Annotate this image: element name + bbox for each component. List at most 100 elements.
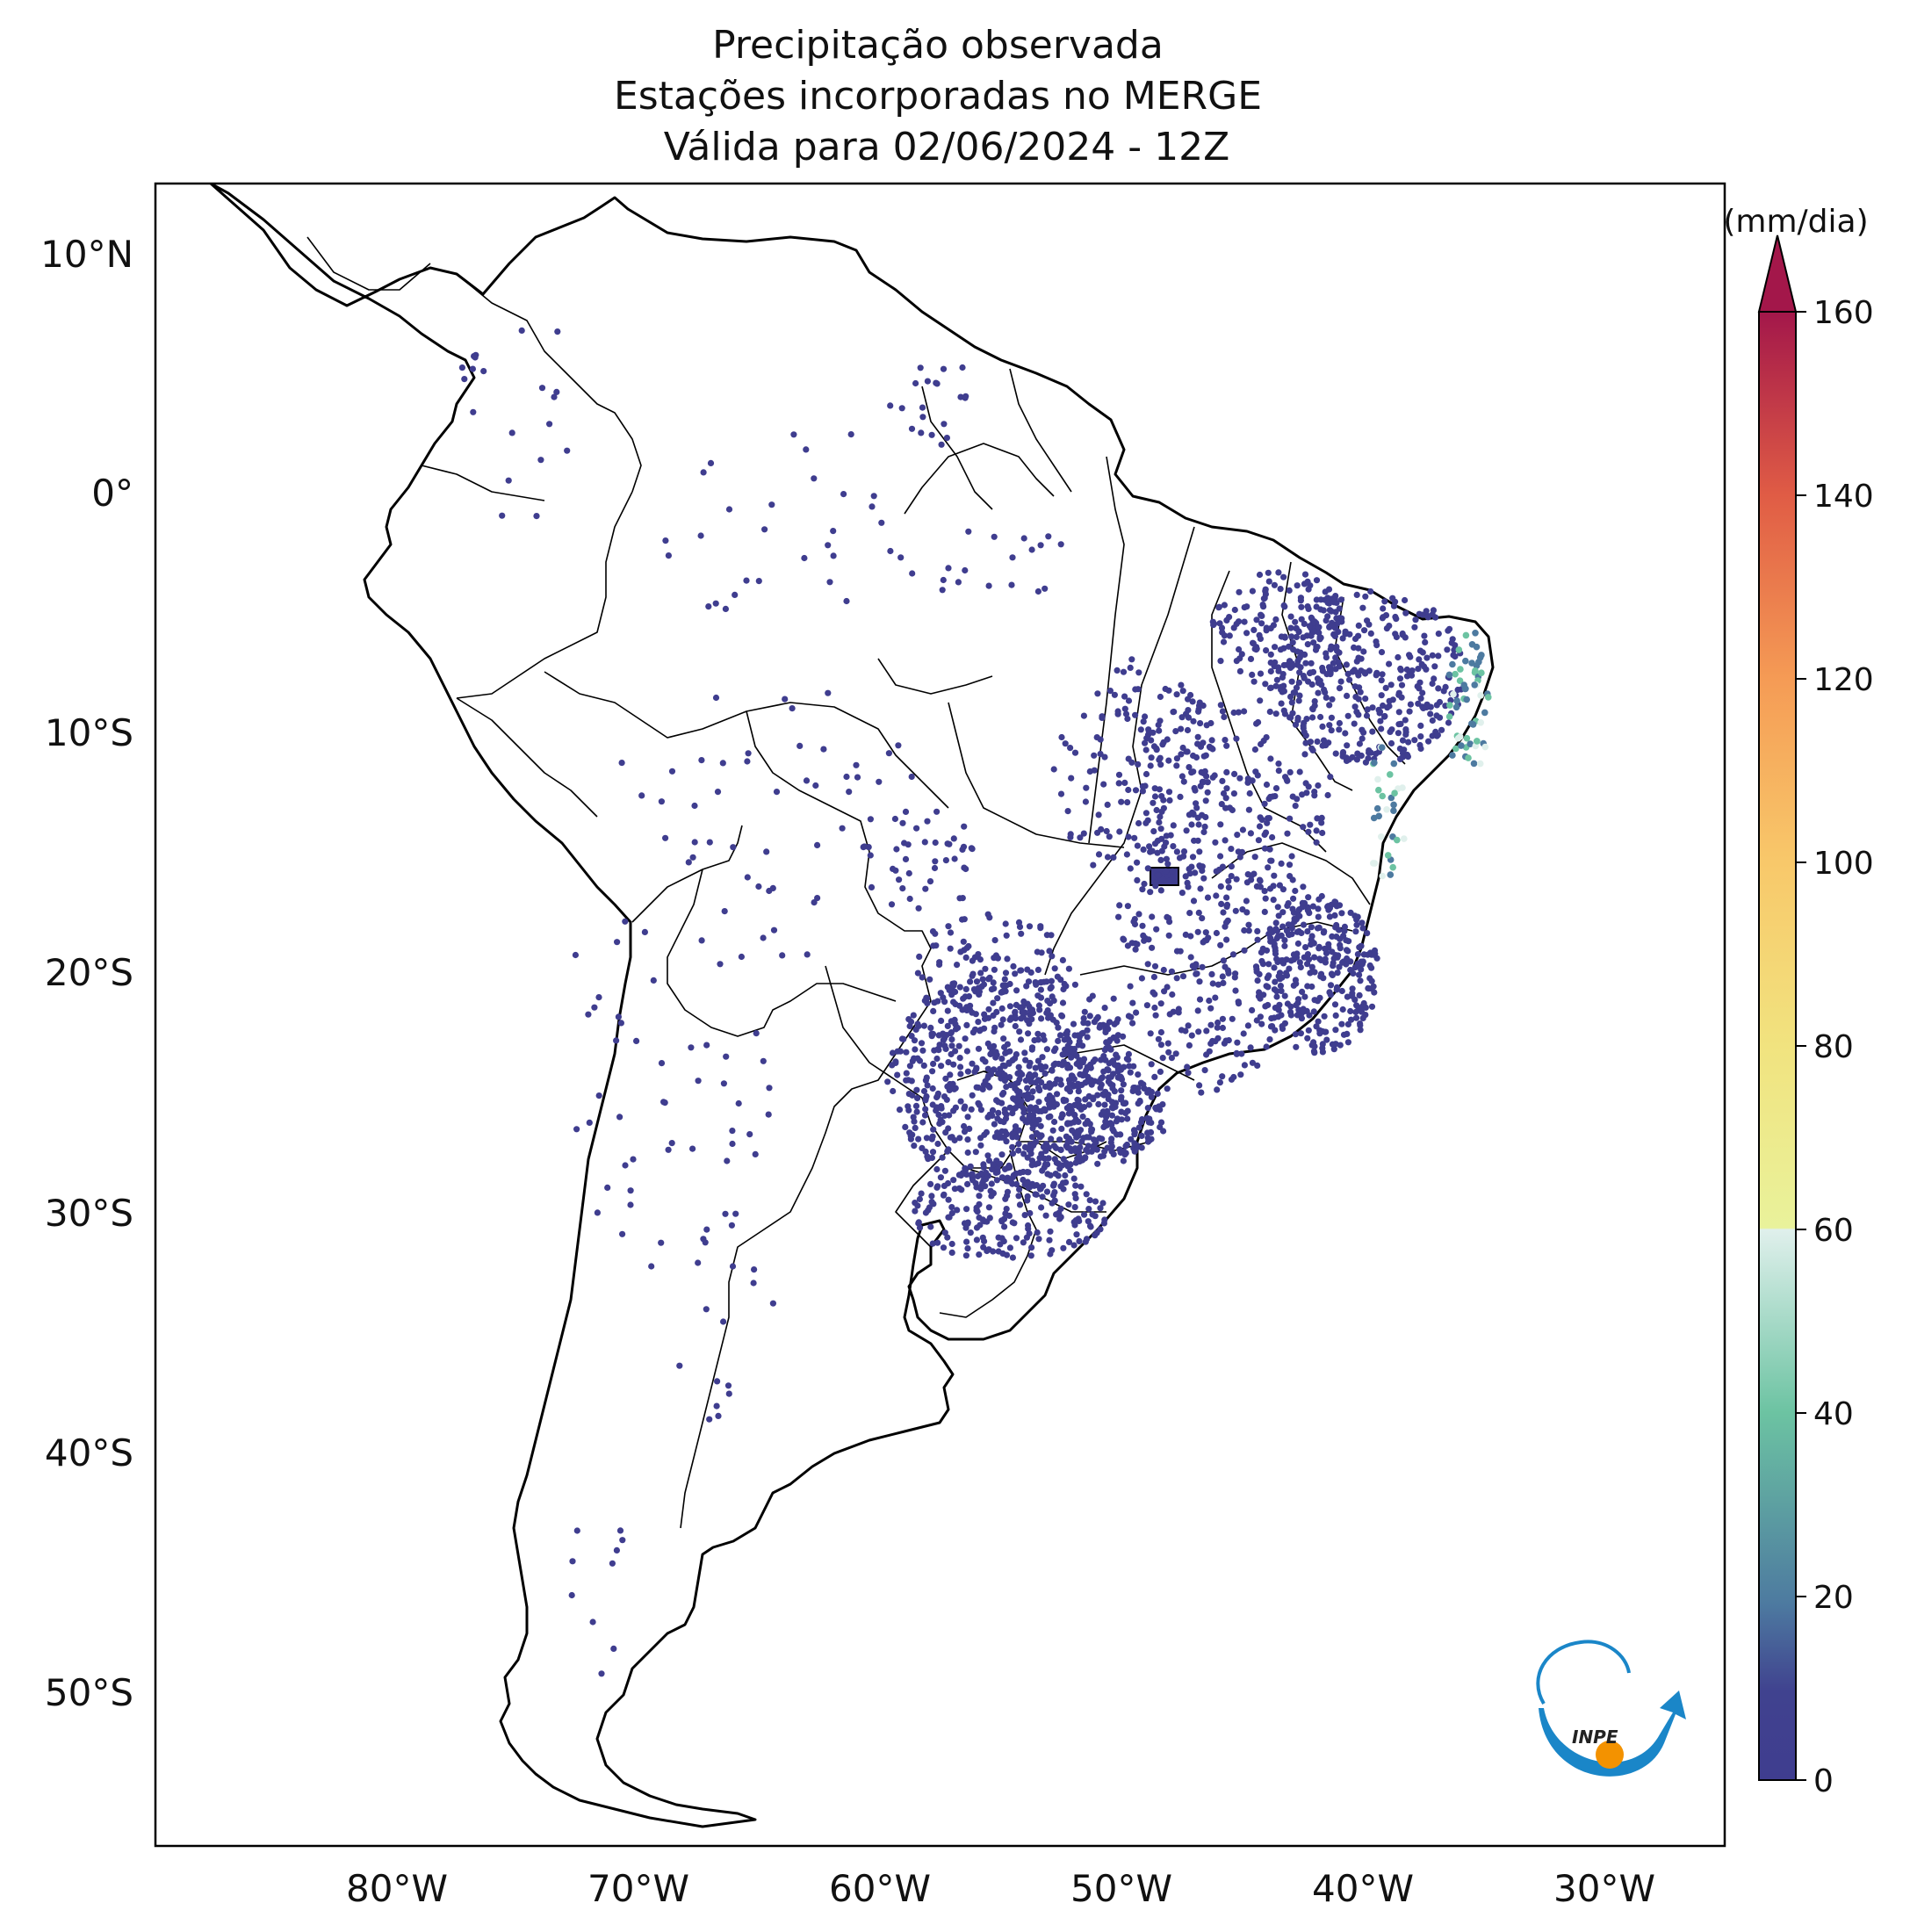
station-dot	[984, 1065, 991, 1072]
lat-label-30s: 30°S	[45, 1192, 133, 1235]
station-dot	[1184, 748, 1191, 755]
station-dot	[1271, 872, 1278, 879]
station-dot	[1219, 629, 1226, 636]
station-dot	[1142, 746, 1150, 753]
station-dot	[1287, 1003, 1294, 1010]
station-dot	[1011, 1220, 1018, 1227]
station-dot	[1068, 775, 1075, 782]
station-dot	[1212, 839, 1219, 846]
station-dot	[1069, 1127, 1076, 1134]
station-dot-high	[1445, 671, 1453, 679]
station-dot	[1316, 994, 1323, 1001]
station-dot	[1005, 1059, 1013, 1066]
station-dot	[1397, 665, 1404, 673]
station-dot	[951, 980, 958, 987]
station-dot	[1324, 903, 1332, 910]
station-dot	[994, 955, 1001, 962]
station-dot	[1142, 810, 1150, 817]
station-dot	[1171, 708, 1178, 716]
station-dot	[1280, 573, 1287, 580]
station-dot	[1425, 738, 1432, 745]
station-dot	[1287, 613, 1294, 620]
station-dot	[1018, 1015, 1025, 1022]
station-dot	[615, 1013, 623, 1020]
station-dot	[909, 1057, 916, 1064]
station-dot	[948, 1209, 955, 1217]
station-dot-high	[1446, 702, 1453, 709]
station-dot	[744, 758, 751, 765]
station-dot	[921, 839, 928, 846]
station-dot	[1207, 1021, 1214, 1028]
station-dot	[1128, 1135, 1135, 1143]
station-dot-high	[1472, 667, 1479, 674]
colorbar-units: (mm/dia)	[1723, 204, 1868, 240]
station-dot	[1002, 1195, 1009, 1202]
station-dot	[1178, 681, 1185, 688]
station-dot	[1417, 745, 1424, 753]
station-dot	[965, 993, 973, 1000]
station-dot	[1049, 1127, 1056, 1134]
station-dot	[915, 1135, 922, 1143]
station-dot	[1194, 733, 1201, 740]
station-dot	[1230, 790, 1237, 797]
station-dot	[1222, 737, 1229, 744]
station-dot-high	[1445, 713, 1453, 720]
station-dot	[1243, 603, 1251, 610]
station-dot	[569, 1558, 576, 1565]
station-dot	[1186, 870, 1193, 877]
station-dot	[1209, 746, 1216, 753]
station-dot	[1115, 771, 1123, 778]
colorbar-tick-label: 0	[1813, 1763, 1834, 1799]
station-dot	[964, 1136, 971, 1143]
station-dot	[1012, 1008, 1019, 1015]
station-dot	[991, 533, 998, 540]
station-dot	[1327, 982, 1335, 989]
station-dot	[1026, 923, 1034, 930]
station-dot	[1213, 929, 1220, 937]
station-dot	[1001, 1165, 1009, 1172]
station-dot	[1079, 1029, 1086, 1036]
station-dot	[979, 1179, 986, 1186]
station-dot	[907, 1133, 914, 1140]
station-dot	[1313, 827, 1320, 834]
station-dot	[839, 825, 846, 832]
station-dot	[1293, 1002, 1300, 1009]
station-dot	[1332, 1027, 1339, 1034]
station-dot	[948, 1240, 955, 1248]
station-dot	[1244, 871, 1251, 878]
station-dot	[1035, 1107, 1042, 1114]
station-dot	[1314, 815, 1321, 822]
station-dot	[1322, 955, 1329, 962]
station-dot	[1301, 620, 1308, 628]
station-dot	[1228, 873, 1235, 880]
station-dot	[1144, 1105, 1151, 1112]
station-dot	[703, 1226, 710, 1233]
station-dot	[1160, 797, 1167, 804]
station-dot	[1003, 1251, 1011, 1258]
station-dot	[1290, 951, 1297, 958]
station-dot	[1046, 1084, 1053, 1092]
station-dot	[1016, 1186, 1023, 1193]
station-dot	[1272, 616, 1279, 624]
station-dot	[1001, 1223, 1008, 1230]
station-dot	[1155, 721, 1162, 729]
station-dot	[717, 961, 724, 968]
station-dot	[1015, 1147, 1022, 1154]
station-dot	[1180, 778, 1187, 785]
station-dot	[1290, 956, 1297, 963]
station-dot	[976, 1193, 983, 1200]
station-dot	[967, 1229, 974, 1236]
station-dot	[959, 364, 966, 371]
station-dot	[969, 1060, 976, 1067]
station-dot	[1187, 954, 1194, 961]
station-dot	[1113, 1051, 1120, 1058]
station-dot	[1236, 667, 1243, 675]
station-dot	[1263, 647, 1270, 654]
station-dot	[903, 1049, 910, 1056]
station-dot	[1034, 1160, 1041, 1167]
station-dot	[1238, 1050, 1245, 1057]
station-dot	[977, 1027, 984, 1034]
station-dot	[951, 855, 958, 862]
station-dot	[963, 1206, 970, 1213]
station-dot	[985, 1157, 992, 1164]
